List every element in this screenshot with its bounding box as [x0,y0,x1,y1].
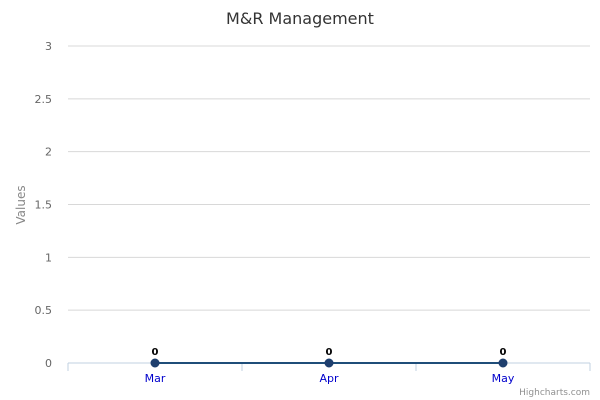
data-label: 0 [326,347,333,358]
x-tick-label: May [492,372,515,385]
data-label: 0 [500,347,507,358]
series-markers [150,358,508,368]
data-point-marker[interactable] [324,358,334,368]
y-tick-label: 0.5 [35,304,53,317]
y-tick-label: 1 [45,251,52,264]
x-tick-label: Apr [319,372,339,385]
grid-lines [68,45,590,311]
x-tick-label: Mar [145,372,166,385]
data-point-marker[interactable] [150,358,160,368]
data-point-marker[interactable] [498,358,508,368]
chart-title: M&R Management [226,9,374,28]
data-labels: 0 0 0 [152,347,507,358]
data-label: 0 [152,347,159,358]
credits-link[interactable]: Highcharts.com [519,388,590,398]
y-tick-label: 3 [45,40,52,53]
y-tick-label: 2.5 [35,93,53,106]
y-axis-ticks: 0 0.5 1 1.5 2 2.5 3 [35,40,53,370]
y-tick-label: 0 [45,357,52,370]
y-tick-label: 2 [45,146,52,159]
y-tick-label: 1.5 [35,199,53,212]
y-axis-label: Values [14,185,28,224]
